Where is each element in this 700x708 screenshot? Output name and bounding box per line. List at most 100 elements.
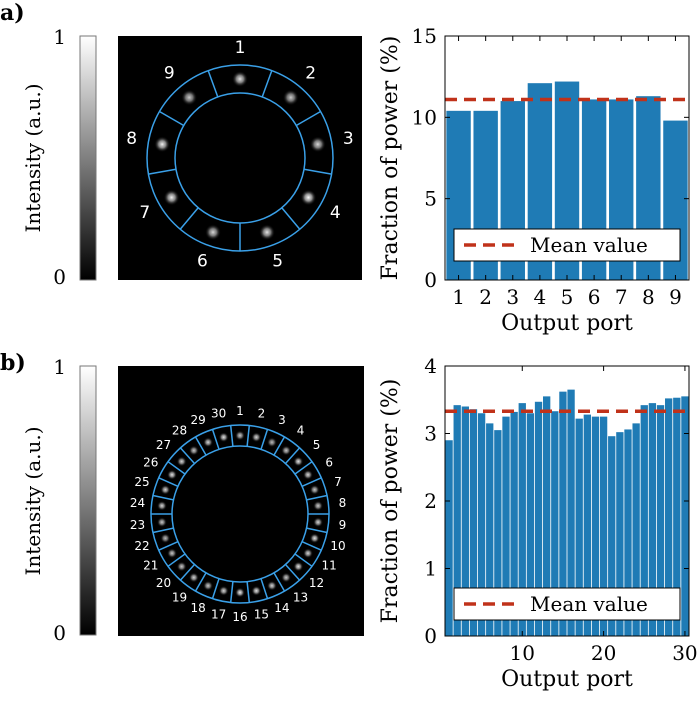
output-spot-29 [203,437,214,448]
x-tick-label: 30 [672,641,697,665]
colorbar-a-max: 1 [53,25,66,49]
output-spot-4 [281,445,292,456]
y-tick-label: 0 [424,624,437,648]
legend-label: Mean value [530,592,648,616]
panel-b-label: b) [0,350,26,376]
colorbar-b-label: Intensity (a.u.) [21,426,45,575]
bar-port-26 [648,403,657,636]
bar-port-11 [526,413,535,636]
output-spot-30 [218,432,229,443]
output-spot-19 [188,572,199,583]
sector-divider [194,572,207,592]
bar-port-23 [624,429,632,636]
output-spot-12 [293,561,304,572]
port-label-18: 18 [190,601,205,615]
colorbar-b-min: 0 [53,621,66,645]
bar-port-15 [559,391,567,636]
port-label-2: 2 [305,64,316,84]
sector-divider [179,564,196,581]
bar-port-8 [502,416,510,636]
output-spot-16 [235,587,245,598]
bar-port-3 [461,406,469,636]
y-tick-label: 1 [424,557,437,581]
output-spot-7 [163,189,180,206]
sector-divider [152,494,174,501]
bar-port-22 [616,432,624,636]
bar-port-6 [486,423,494,636]
sector-divider [273,436,286,456]
y-tick-label: 10 [412,105,437,129]
panel-a-label: a) [0,0,25,26]
bar-port-12 [534,401,543,636]
sector-divider [167,553,186,567]
bar-port-27 [656,405,665,636]
port-label-5: 5 [272,251,283,271]
port-label-28: 28 [172,424,187,438]
ring-diagram-b: 1 2 34567891011121314151617181920212223242… [130,404,346,624]
bar-port-9 [510,411,518,636]
port-label-2: 2 [258,406,266,420]
y-axis-label: Fraction of power (%) [378,379,403,624]
sector-divider [301,540,322,551]
bar-port-29 [673,397,681,636]
x-tick-label: 8 [642,285,655,309]
output-spot-23 [156,517,167,528]
sector-divider [260,578,269,599]
output-spot-2 [251,432,262,443]
output-spot-21 [167,548,178,559]
y-tick-label: 2 [424,489,437,513]
x-tick-label: 5 [561,285,574,309]
port-label-10: 10 [330,539,345,553]
legend: Mean value [453,228,681,262]
output-spot-5 [293,456,304,467]
output-spot-15 [251,585,262,596]
sector-divider [273,572,286,592]
port-label-19: 19 [172,590,187,604]
port-label-24: 24 [130,496,145,510]
bar-port-16 [567,389,575,636]
x-tick-label: 2 [479,285,492,309]
bar-port-28 [665,398,673,636]
sector-divider [284,564,301,581]
port-label-14: 14 [274,601,289,615]
output-spot-5 [259,224,276,241]
port-label-4: 4 [330,203,341,223]
output-spot-9 [313,517,324,528]
port-label-30: 30 [211,406,226,420]
sector-divider [148,168,177,175]
output-spot-3 [309,136,326,153]
bar-port-1 [445,440,453,636]
bar-port-7 [494,430,502,636]
sector-divider [261,70,273,98]
x-axis-label: Output port [501,311,633,336]
y-tick-label: 15 [412,24,437,48]
sector-divider [229,425,234,447]
sector-divider [246,425,251,447]
bar-port-4 [469,409,478,636]
output-spot-9 [181,89,198,106]
output-spot-1 [235,430,245,441]
bar-port-20 [599,416,608,636]
port-label-13: 13 [293,590,308,604]
output-spot-25 [160,484,171,495]
output-spot-13 [281,572,292,583]
output-spot-24 [156,500,167,511]
y-axis-label: Fraction of power (%) [378,36,403,281]
port-label-9: 9 [339,518,347,532]
x-axis-label: Output port [501,667,633,692]
port-label-16: 16 [232,610,247,624]
sector-divider [158,477,179,488]
x-tick-label: 9 [669,285,682,309]
bar-port-18 [583,414,591,636]
output-spot-28 [188,445,199,456]
output-spot-17 [218,585,229,596]
sector-divider [303,168,332,175]
output-spot-18 [203,580,214,591]
port-label-8: 8 [126,129,137,149]
sector-divider [159,110,185,127]
sector-divider [260,429,269,450]
y-tick-label: 4 [424,354,437,378]
legend: Mean value [453,587,681,621]
output-spot-27 [176,456,187,467]
